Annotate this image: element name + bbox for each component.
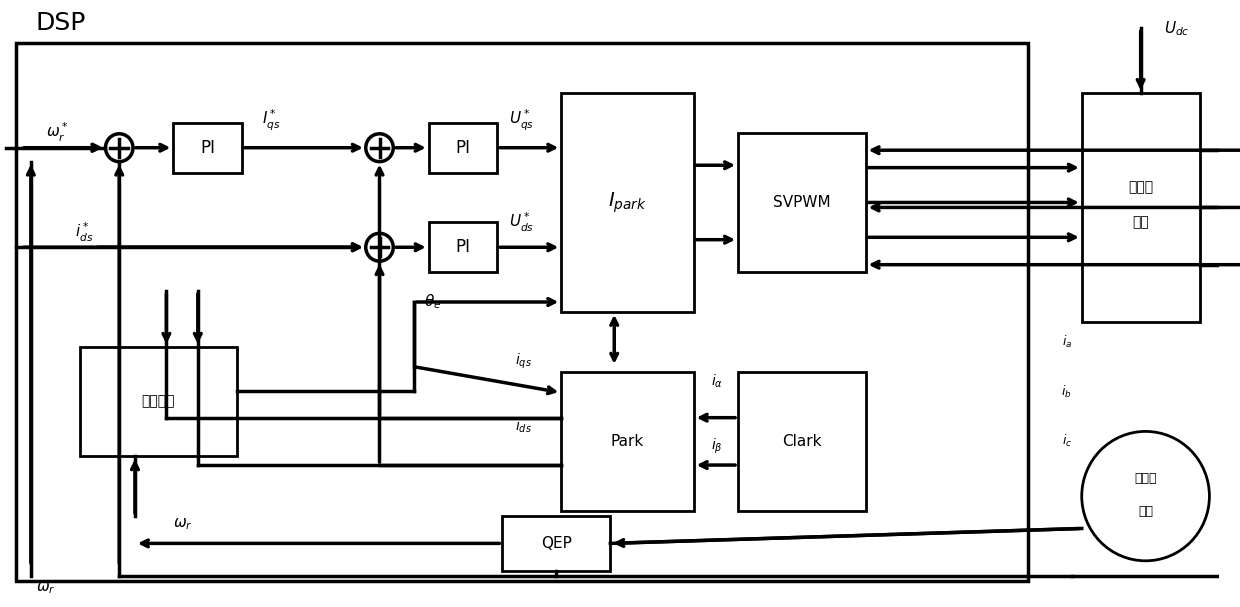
Text: $i_{ds}^*$: $i_{ds}^*$ — [76, 221, 93, 244]
Text: PI: PI — [455, 139, 470, 157]
Text: $\omega_r$: $\omega_r$ — [174, 516, 193, 532]
Circle shape — [366, 233, 393, 261]
Text: QEP: QEP — [541, 536, 572, 551]
Text: 动机: 动机 — [1138, 504, 1153, 518]
Text: PI: PI — [455, 239, 470, 256]
Text: $U_{ds}^*$: $U_{ds}^*$ — [510, 211, 534, 234]
FancyBboxPatch shape — [502, 516, 610, 571]
FancyBboxPatch shape — [16, 43, 1028, 581]
Circle shape — [366, 134, 393, 161]
Text: Clark: Clark — [782, 434, 822, 449]
FancyBboxPatch shape — [738, 133, 866, 272]
Text: PI: PI — [200, 139, 215, 157]
FancyBboxPatch shape — [429, 123, 497, 172]
Text: $I_{qs}^*$: $I_{qs}^*$ — [262, 107, 280, 133]
Text: 电流模型: 电流模型 — [141, 395, 175, 409]
Text: $i_b$: $i_b$ — [1061, 384, 1071, 399]
Text: $i_\alpha$: $i_\alpha$ — [711, 373, 723, 390]
FancyBboxPatch shape — [562, 371, 694, 511]
Text: $i_\beta$: $i_\beta$ — [712, 436, 723, 456]
Text: 三相逆: 三相逆 — [1128, 180, 1153, 194]
FancyBboxPatch shape — [429, 222, 497, 272]
Text: 感应电: 感应电 — [1135, 472, 1157, 485]
FancyBboxPatch shape — [562, 93, 694, 312]
Text: $i_a$: $i_a$ — [1061, 334, 1071, 350]
FancyBboxPatch shape — [174, 123, 242, 172]
Text: $i_{ds}$: $i_{ds}$ — [515, 418, 532, 435]
Text: $\omega_r^*$: $\omega_r^*$ — [46, 121, 68, 144]
Circle shape — [1081, 432, 1209, 561]
Text: $i_c$: $i_c$ — [1061, 433, 1071, 449]
Circle shape — [105, 134, 133, 161]
Text: Park: Park — [611, 434, 644, 449]
FancyBboxPatch shape — [738, 371, 866, 511]
FancyBboxPatch shape — [1081, 93, 1199, 322]
Text: $i_{qs}$: $i_{qs}$ — [515, 352, 532, 371]
Text: DSP: DSP — [36, 12, 86, 35]
Text: 变器: 变器 — [1132, 215, 1149, 229]
Text: $U_{qs}^*$: $U_{qs}^*$ — [510, 107, 534, 133]
Text: $U_{dc}$: $U_{dc}$ — [1164, 19, 1189, 38]
Text: SVPWM: SVPWM — [773, 195, 831, 210]
FancyBboxPatch shape — [79, 347, 237, 456]
Text: $\theta_e$: $\theta_e$ — [424, 293, 441, 311]
Text: $\omega_r$: $\omega_r$ — [36, 580, 56, 595]
Text: $I_{park}$: $I_{park}$ — [608, 190, 647, 215]
